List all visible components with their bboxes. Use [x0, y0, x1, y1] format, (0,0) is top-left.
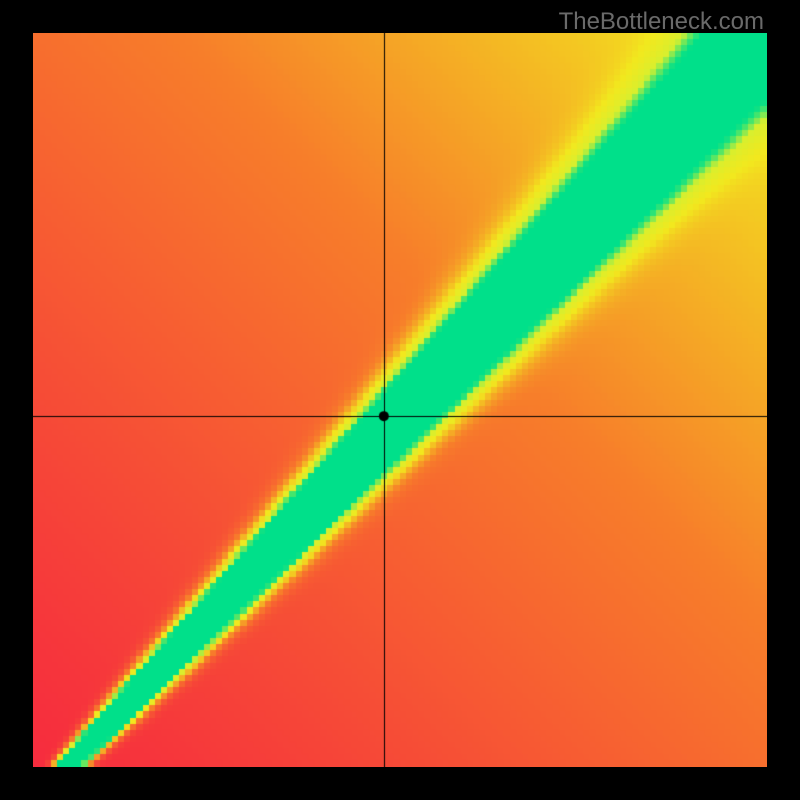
- watermark-text: TheBottleneck.com: [559, 8, 764, 36]
- bottleneck-heatmap: [33, 33, 767, 767]
